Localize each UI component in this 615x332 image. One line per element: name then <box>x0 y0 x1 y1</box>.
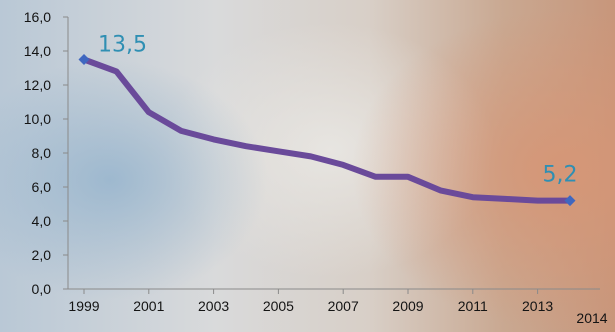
x-tick-label: 2013 <box>522 298 553 314</box>
x-tick-label: 2011 <box>458 298 488 314</box>
y-tick-label: 6,0 <box>32 179 52 195</box>
y-tick-label: 16,0 <box>24 9 51 25</box>
x-tick-label: 2009 <box>392 298 423 314</box>
x-tick-label: 1999 <box>68 298 99 314</box>
endpoint-marker <box>564 195 576 207</box>
x-tick-label: 2001 <box>133 298 164 314</box>
y-tick-label: 8,0 <box>32 145 52 161</box>
y-tick-label: 14,0 <box>24 43 51 59</box>
data-label: 5,2 <box>543 163 578 188</box>
data-label: 13,5 <box>98 33 147 58</box>
y-tick-label: 12,0 <box>24 77 51 93</box>
y-tick-label: 10,0 <box>24 111 51 127</box>
y-tick-label: 4,0 <box>32 213 52 229</box>
x-tick-label: 2007 <box>328 298 359 314</box>
x-tick-label: 2014 <box>576 310 607 326</box>
endpoint-marker <box>78 54 90 65</box>
y-tick-label: 2,0 <box>32 247 52 263</box>
x-tick-label: 2005 <box>263 298 294 314</box>
x-tick-label: 2003 <box>198 298 229 314</box>
y-tick-label: 0,0 <box>32 281 52 297</box>
series-line <box>81 56 573 204</box>
